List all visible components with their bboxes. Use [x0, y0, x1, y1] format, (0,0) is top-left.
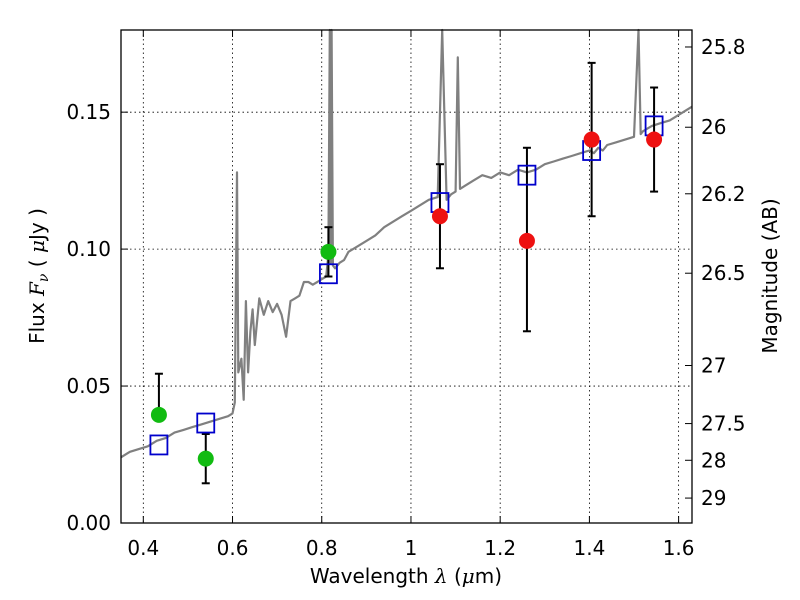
x-tick-label: 1.2	[484, 536, 516, 560]
plot-frame	[120, 29, 693, 524]
y-tick-label: 0.05	[66, 374, 111, 398]
spectrum-line	[120, 28, 693, 459]
y2-axis-label: Magnitude (AB)	[758, 198, 782, 353]
x-axis-label: Wavelength λ (μm)	[310, 564, 502, 588]
mag-tick-label: 27	[701, 354, 726, 378]
spectrum-layer	[120, 28, 693, 459]
mag-tick-label: 25.8	[701, 35, 746, 59]
observed-flux-point	[197, 450, 214, 467]
y-tick-label: 0.00	[66, 511, 111, 535]
mag-tick-label: 29	[701, 486, 726, 510]
y-axis-label: Flux Fν ( μJy )	[25, 208, 52, 344]
observed-flux-point	[646, 131, 663, 148]
model-photometry-square	[196, 412, 216, 434]
observed-flux-point	[320, 243, 337, 260]
observed-flux-point	[518, 232, 535, 249]
y-tick-label: 0.15	[66, 100, 111, 124]
marker-layer	[149, 115, 664, 467]
x-tick-label: 1	[405, 536, 418, 560]
mag-tick-label: 26.2	[701, 182, 746, 206]
x-tick-label: 0.6	[217, 536, 249, 560]
observed-flux-point	[150, 406, 167, 423]
mag-tick-label: 26.5	[701, 261, 746, 285]
observed-flux-point	[583, 131, 600, 148]
x-tick-label: 1.6	[663, 536, 695, 560]
x-tick-label: 0.8	[306, 536, 338, 560]
axes-layer: 0.4 0.6 0.8 1 1.2 1.4 1.6 0.00 0.05 0.10 0.15 25.8 2…	[66, 30, 746, 560]
mag-tick-label: 27.5	[701, 412, 746, 436]
observed-flux-point	[431, 208, 448, 225]
model-photometry-square	[517, 164, 537, 186]
model-photometry-square	[149, 434, 169, 456]
mag-tick-label: 28	[701, 448, 726, 472]
x-tick-label: 0.4	[127, 536, 159, 560]
y-tick-label: 0.10	[66, 237, 111, 261]
model-photometry-square	[319, 263, 338, 285]
x-tick-label: 1.4	[573, 536, 605, 560]
mag-tick-label: 26	[701, 115, 726, 139]
